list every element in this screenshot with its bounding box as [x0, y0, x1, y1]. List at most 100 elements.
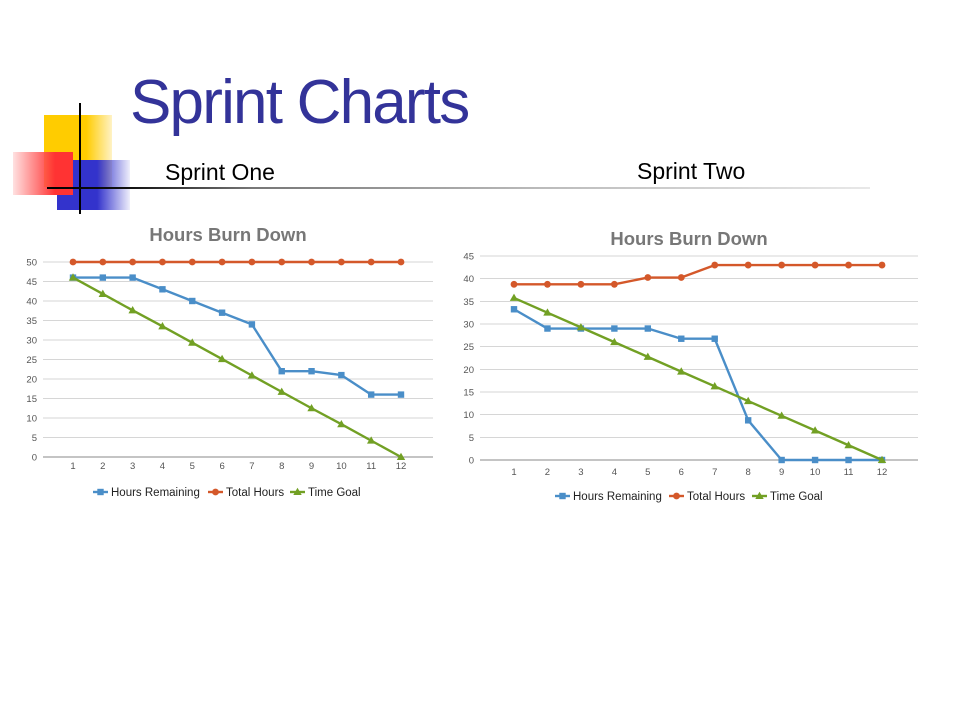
y-tick-label: 10	[463, 410, 474, 421]
data-point	[69, 258, 77, 266]
data-point	[678, 335, 685, 342]
data-point	[778, 456, 785, 464]
data-point	[576, 323, 586, 331]
y-tick-label: 5	[32, 433, 37, 444]
data-point	[308, 258, 315, 266]
data-point	[644, 274, 652, 281]
legend-label: Total Hours	[687, 491, 745, 503]
x-tick-label: 7	[249, 461, 254, 472]
data-point	[68, 273, 78, 281]
data-point	[877, 455, 887, 463]
y-tick-label: 40	[26, 297, 37, 308]
legend-item-time-goal: Time Goal	[752, 491, 823, 503]
y-tick-label: 0	[32, 453, 37, 464]
legend-label: Total Hours	[226, 487, 284, 499]
data-point	[644, 325, 652, 332]
legend-marker	[212, 488, 219, 496]
x-tick-label: 1	[70, 461, 75, 472]
data-point	[188, 258, 196, 266]
data-point	[278, 258, 286, 266]
data-point	[397, 258, 405, 266]
y-tick-label: 25	[26, 355, 37, 366]
y-tick-label: 20	[26, 375, 37, 386]
data-point	[544, 280, 551, 288]
legend-item-time-goal: Time Goal	[290, 487, 361, 499]
data-point	[367, 391, 375, 398]
series-total-hours	[69, 258, 405, 266]
data-point	[509, 293, 519, 301]
data-point	[128, 306, 137, 314]
legend-marker	[559, 492, 566, 500]
y-tick-label: 5	[469, 433, 474, 444]
x-tick-label: 6	[219, 461, 224, 472]
series-hours-remaining	[69, 274, 405, 398]
series-time-goal	[509, 293, 887, 463]
data-point	[248, 258, 256, 266]
x-tick-label: 10	[336, 461, 347, 472]
y-tick-label: 50	[26, 258, 37, 269]
x-tick-label: 6	[679, 467, 684, 478]
data-point	[218, 258, 226, 266]
data-point	[610, 280, 618, 288]
data-point	[159, 258, 166, 266]
data-point	[129, 274, 136, 281]
vertical-accent-line	[79, 103, 81, 214]
y-tick-label: 10	[26, 414, 37, 425]
data-point	[810, 426, 820, 434]
data-point	[396, 452, 406, 460]
x-tick-label: 2	[100, 461, 105, 472]
y-tick-label: 45	[26, 277, 37, 288]
legend: Hours Remaining Total Hours Time Goal	[555, 491, 823, 503]
data-point	[158, 322, 167, 330]
legend-label: Time Goal	[770, 491, 823, 503]
data-point	[643, 352, 653, 360]
data-point	[878, 261, 886, 269]
series-line	[513, 308, 882, 462]
x-tick-label: 4	[160, 461, 165, 472]
y-tick-label: 40	[463, 274, 474, 285]
data-point	[811, 261, 819, 269]
y-tick-label: 30	[26, 336, 37, 347]
data-point	[188, 338, 197, 346]
data-point	[218, 309, 226, 316]
legend-marker	[673, 492, 680, 500]
data-point	[677, 367, 686, 375]
data-point	[845, 456, 852, 464]
data-point	[99, 258, 107, 266]
gridlines	[43, 261, 433, 458]
data-point	[744, 261, 752, 269]
x-axis-labels: 1 2 3 4 5 6 7 8 9 10 11 12	[70, 461, 406, 472]
data-point	[338, 371, 345, 379]
data-point	[99, 274, 107, 281]
y-tick-label: 35	[463, 297, 474, 308]
data-point	[845, 261, 852, 269]
series-line	[514, 263, 882, 286]
y-tick-label: 15	[26, 394, 37, 405]
sprint-two-label: Sprint Two	[637, 158, 746, 184]
legend-item-hours-remaining: Hours Remaining	[93, 487, 200, 499]
data-point	[129, 258, 137, 266]
legend-label: Hours Remaining	[573, 491, 662, 503]
x-tick-label: 8	[279, 461, 284, 472]
legend-marker	[97, 488, 104, 496]
data-point	[337, 419, 346, 428]
chart-title: Hours Burn Down	[149, 224, 306, 245]
x-tick-label: 9	[779, 467, 784, 478]
data-point	[189, 297, 196, 305]
data-point	[610, 337, 619, 346]
legend-label: Hours Remaining	[111, 487, 200, 499]
data-point	[711, 335, 718, 342]
slide-title: Sprint Charts	[130, 68, 470, 137]
data-point	[743, 396, 753, 405]
series-line	[72, 276, 402, 459]
data-point	[844, 440, 853, 449]
x-tick-label: 5	[190, 461, 195, 472]
legend-item-hours-remaining: Hours Remaining	[555, 491, 662, 503]
legend-marker	[755, 491, 764, 499]
data-point	[397, 391, 405, 398]
x-tick-label: 4	[612, 467, 617, 478]
series-hours-remaining	[510, 306, 886, 464]
